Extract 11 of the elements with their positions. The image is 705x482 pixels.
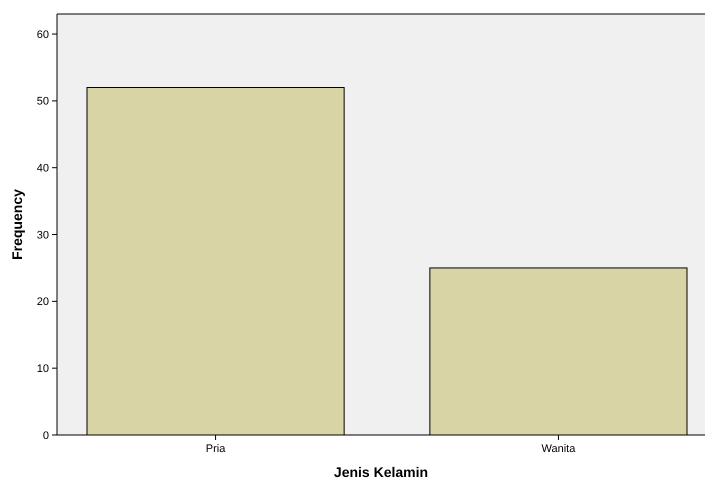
- x-axis-title: Jenis Kelamin: [334, 464, 428, 480]
- y-tick-label: 20: [36, 296, 49, 308]
- y-tick-label: 0: [42, 430, 49, 442]
- x-tick-label: Pria: [206, 443, 226, 455]
- x-tick-label: Wanita: [542, 443, 576, 455]
- y-tick-label: 30: [36, 229, 49, 242]
- y-tick-label: 60: [36, 28, 49, 41]
- y-tick-label: 10: [36, 363, 49, 376]
- y-tick-label: 50: [36, 96, 49, 108]
- y-axis-title: Frequency: [9, 188, 25, 260]
- y-tick-label: 40: [36, 162, 49, 175]
